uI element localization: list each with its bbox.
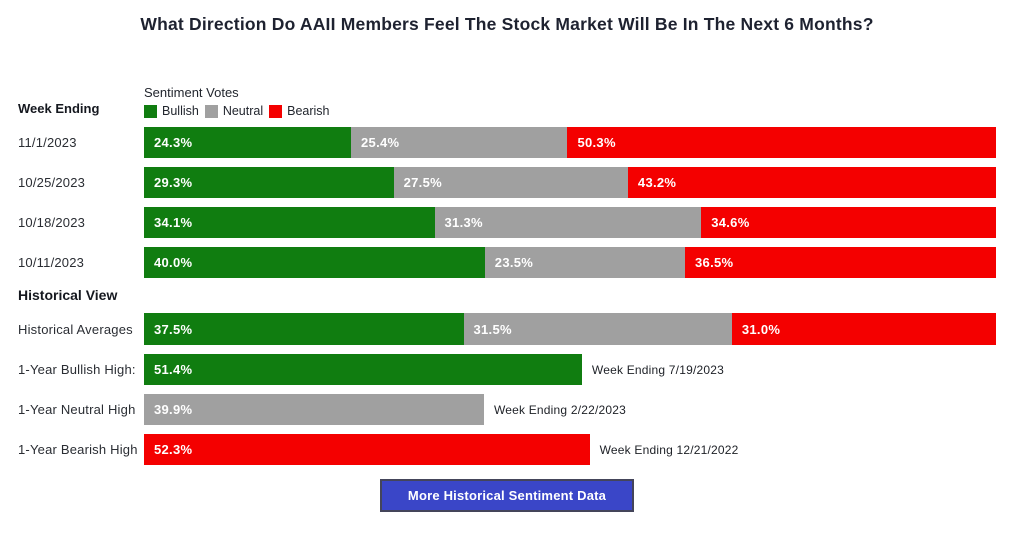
legend-label: Bearish (287, 104, 330, 118)
one-year-high-label: 1-Year Bearish High (18, 442, 138, 457)
historical-averages-label: Historical Averages (18, 321, 133, 337)
neutral-value: 25.4% (361, 135, 400, 150)
bullish-high-bar: 51.4% (144, 354, 582, 385)
bearish-high-value: 52.3% (154, 442, 193, 457)
legend-block: Sentiment Votes Bullish Neutral Bearish (144, 85, 996, 118)
more-historical-sentiment-data-button[interactable]: More Historical Sentiment Data (379, 479, 635, 512)
one-year-high-row: 1-Year Neutral High 39.9% Week Ending 2/22… (18, 394, 996, 425)
bullish-value: 29.3% (154, 175, 193, 190)
neutral-segment: 31.5% (463, 313, 732, 345)
week-ending-note: Week Ending 2/22/2023 (493, 402, 627, 417)
chart-header: Week Ending Sentiment Votes Bullish Neutr… (18, 85, 996, 118)
chart-title: What Direction Do AAII Members Feel The … (140, 14, 874, 34)
sentiment-row: Historical Averages 37.5% 31.5% 31.0% (18, 313, 996, 345)
bearish-value: 50.3% (577, 135, 616, 150)
week-ending-note: Week Ending 7/19/2023 (591, 362, 724, 377)
neutral-value: 31.3% (444, 215, 483, 230)
one-year-high-row: 1-Year Bullish High: 51.4% Week Ending 7/1… (18, 354, 996, 385)
one-year-highs-rows: 1-Year Bullish High: 51.4% Week Ending 7/1… (18, 354, 996, 465)
legend-item-bullish: Bullish (144, 104, 199, 118)
bearish-segment: 31.0% (731, 313, 996, 345)
bullish-value: 34.1% (154, 215, 193, 230)
neutral-value: 23.5% (494, 255, 534, 270)
bearish-segment: 43.2% (627, 167, 996, 198)
legend-item-bearish: Bearish (269, 104, 330, 118)
legend-item-neutral: Neutral (204, 104, 264, 118)
bearish-value: 43.2% (637, 175, 677, 190)
historical-averages-row: Historical Averages 37.5% 31.5% 31.0% (18, 313, 996, 345)
bearish-value: 36.5% (695, 255, 734, 270)
week-label: 11/1/2023 (18, 135, 77, 150)
week-label: 10/18/2023 (18, 215, 86, 230)
neutral-swatch-icon (204, 104, 218, 118)
legend-title: Sentiment Votes (144, 85, 239, 100)
bullish-value: 40.0% (154, 255, 193, 270)
neutral-high-value: 39.9% (154, 402, 193, 417)
week-ending-header: Week Ending (18, 101, 100, 116)
bearish-value: 34.6% (711, 215, 750, 230)
bearish-high-bar: 52.3% (144, 434, 590, 465)
bullish-segment: 40.0% (144, 247, 485, 278)
button-wrap: More Historical Sentiment Data (18, 479, 996, 512)
bullish-swatch-icon (144, 104, 157, 118)
neutral-segment: 23.5% (484, 247, 686, 278)
legend: Bullish Neutral Bearish (144, 104, 996, 118)
bearish-segment: 36.5% (685, 247, 996, 278)
neutral-value: 27.5% (403, 175, 442, 190)
single-bar-track: 51.4% Week Ending 7/19/2023 (144, 354, 996, 385)
bullish-high-value: 51.4% (154, 362, 193, 377)
one-year-high-label: 1-Year Neutral High (18, 402, 136, 417)
bearish-segment: 50.3% (567, 127, 996, 158)
neutral-value: 31.5% (473, 321, 512, 337)
single-bar-track: 52.3% Week Ending 12/21/2022 (144, 434, 996, 465)
one-year-high-row: 1-Year Bearish High 52.3% Week Ending 12/2… (18, 434, 996, 465)
historical-view-heading: Historical View (18, 287, 118, 303)
bearish-value: 31.0% (741, 321, 781, 337)
bullish-segment: 29.3% (144, 167, 394, 198)
bullish-segment: 24.3% (144, 127, 352, 158)
legend-label: Bullish (162, 104, 199, 118)
bullish-value: 37.5% (154, 321, 193, 337)
legend-label: Neutral (222, 104, 264, 118)
neutral-high-bar: 39.9% (144, 394, 484, 425)
weekly-rows: 11/1/2023 24.3% 25.4% 50.3% 10/25/2023 29.3% 2… (18, 127, 996, 278)
bullish-segment: 34.1% (144, 207, 435, 238)
stacked-bar: 29.3% 27.5% 43.2% (144, 167, 996, 198)
bearish-swatch-icon (269, 104, 283, 118)
sentiment-row: 10/18/2023 34.1% 31.3% 34.6% (18, 207, 996, 238)
bullish-value: 24.3% (154, 135, 193, 150)
week-label: 10/11/2023 (18, 255, 85, 270)
sentiment-row: 10/25/2023 29.3% 27.5% 43.2% (18, 167, 996, 198)
sentiment-chart: Week Ending Sentiment Votes Bullish Neutr… (18, 85, 996, 512)
bearish-segment: 34.6% (701, 207, 996, 238)
sentiment-row: 11/1/2023 24.3% 25.4% 50.3% (18, 127, 996, 158)
stacked-bar: 37.5% 31.5% 31.0% (144, 313, 996, 345)
sentiment-row: 10/11/2023 40.0% 23.5% 36.5% (18, 247, 996, 278)
stacked-bar: 40.0% 23.5% 36.5% (144, 247, 996, 278)
stacked-bar: 34.1% 31.3% 34.6% (144, 207, 996, 238)
week-ending-note: Week Ending 12/21/2022 (599, 442, 739, 457)
single-bar-track: 39.9% Week Ending 2/22/2023 (144, 394, 996, 425)
stacked-bar: 24.3% 25.4% 50.3% (144, 127, 996, 158)
week-label: 10/25/2023 (18, 175, 86, 190)
bullish-segment: 37.5% (144, 313, 464, 345)
neutral-segment: 27.5% (393, 167, 628, 198)
one-year-high-label: 1-Year Bullish High: (18, 362, 136, 377)
neutral-segment: 25.4% (351, 127, 568, 158)
neutral-segment: 31.3% (434, 207, 702, 238)
